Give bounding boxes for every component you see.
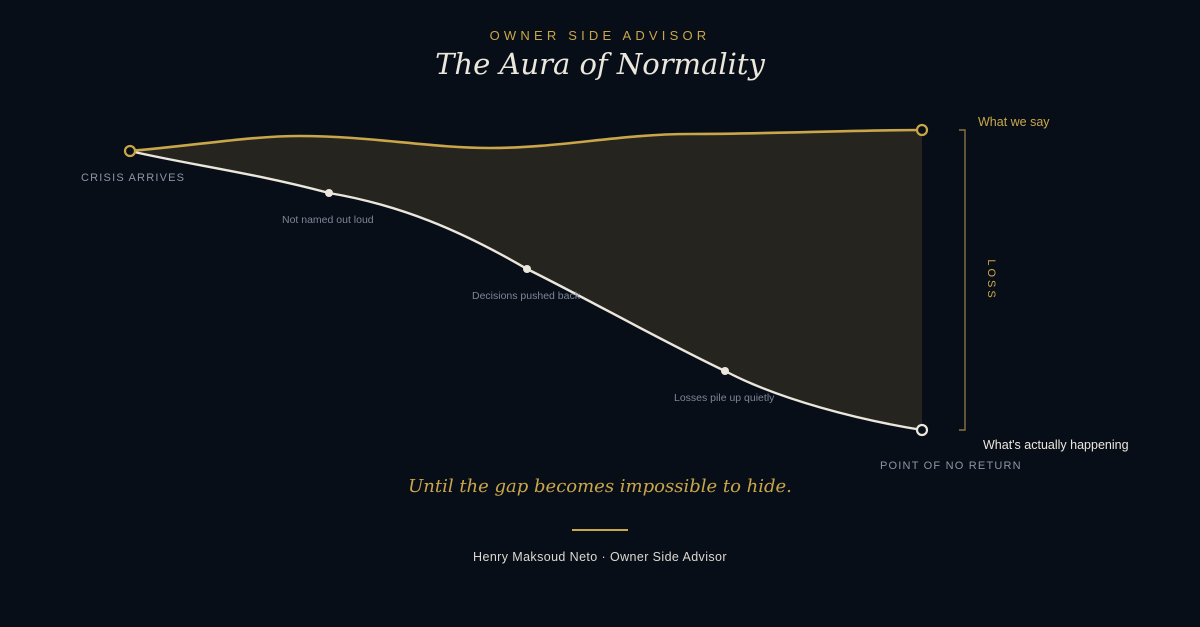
step-marker-3 (721, 367, 729, 375)
step-label-3: Losses pile up quietly (674, 392, 775, 404)
kicker: OWNER SIDE ADVISOR (489, 28, 711, 43)
byline: Henry Maksoud Neto · Owner Side Advisor (473, 550, 727, 564)
start-node (123, 144, 137, 158)
step-label-2: Decisions pushed back (472, 290, 580, 302)
loss-label: LOSS (985, 259, 997, 301)
loss-gap-area (130, 130, 922, 430)
page-title: The Aura of Normality (435, 47, 765, 81)
step-marker-1 (325, 189, 333, 197)
end-label: POINT OF NO RETURN (880, 460, 1022, 472)
series-label-stated: What we say (978, 115, 1050, 129)
tagline: Until the gap becomes impossible to hide… (408, 476, 792, 497)
divider (572, 529, 628, 531)
step-label-1: Not named out loud (282, 214, 374, 226)
series-label-actual: What's actually happening (983, 438, 1129, 452)
stated-end-node (915, 123, 929, 137)
start-label: CRISIS ARRIVES (81, 172, 186, 184)
stated-line (129, 128, 923, 153)
step-marker-2 (523, 265, 531, 273)
loss-bracket (959, 129, 966, 431)
actual-end-node (915, 423, 929, 437)
